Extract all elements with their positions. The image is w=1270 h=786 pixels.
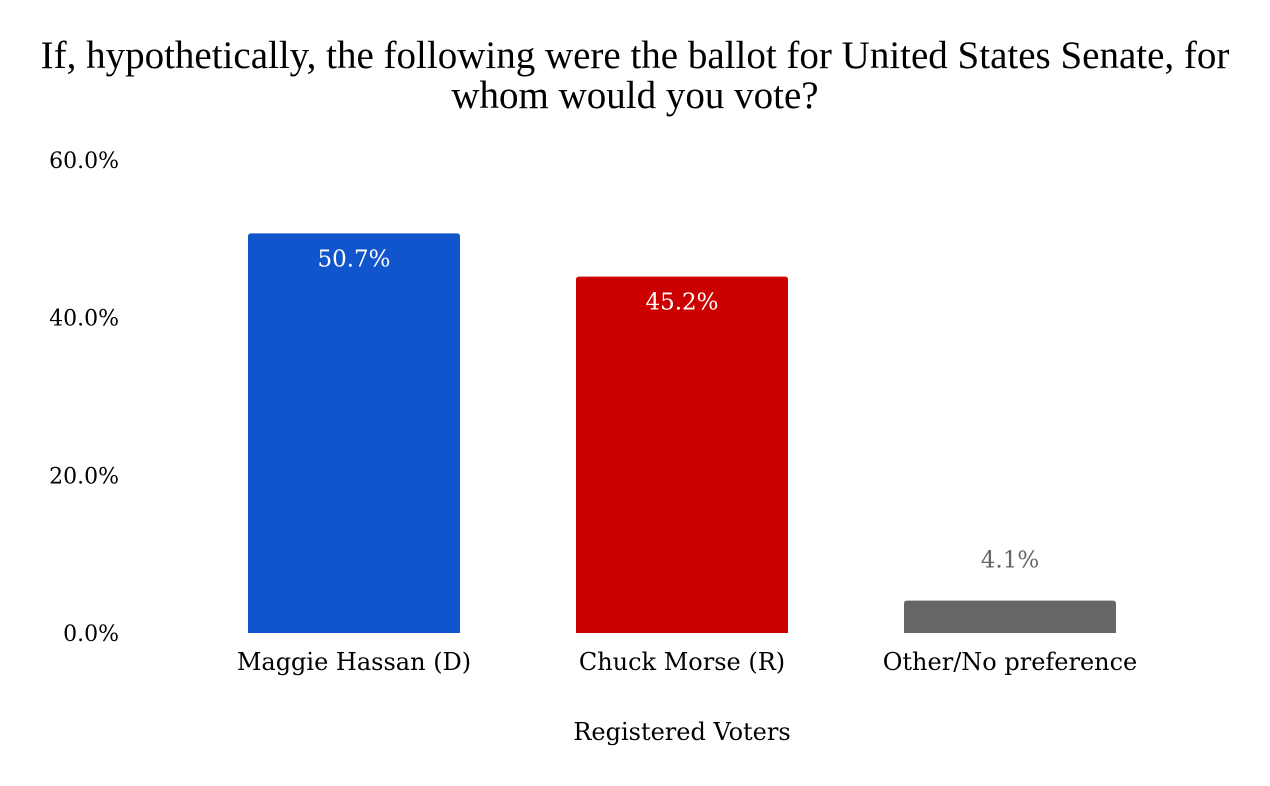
bar [576,276,788,633]
y-tick-label: 60.0% [49,149,119,174]
y-tick-label: 40.0% [49,307,119,332]
data-label: 45.2% [645,290,718,316]
data-label: 4.1% [981,548,1039,574]
x-axis-title: Registered Voters [573,718,790,746]
bar [904,600,1116,633]
x-category-label: Other/No preference [883,648,1138,676]
x-category-label: Maggie Hassan (D) [237,648,471,676]
bar [248,233,460,633]
y-tick-label: 0.0% [63,622,119,647]
chart-title: If, hypothetically, the following were t… [40,34,1230,117]
data-label: 50.7% [317,246,390,272]
x-category-label: Chuck Morse (R) [579,648,785,676]
y-tick-label: 20.0% [49,464,119,489]
